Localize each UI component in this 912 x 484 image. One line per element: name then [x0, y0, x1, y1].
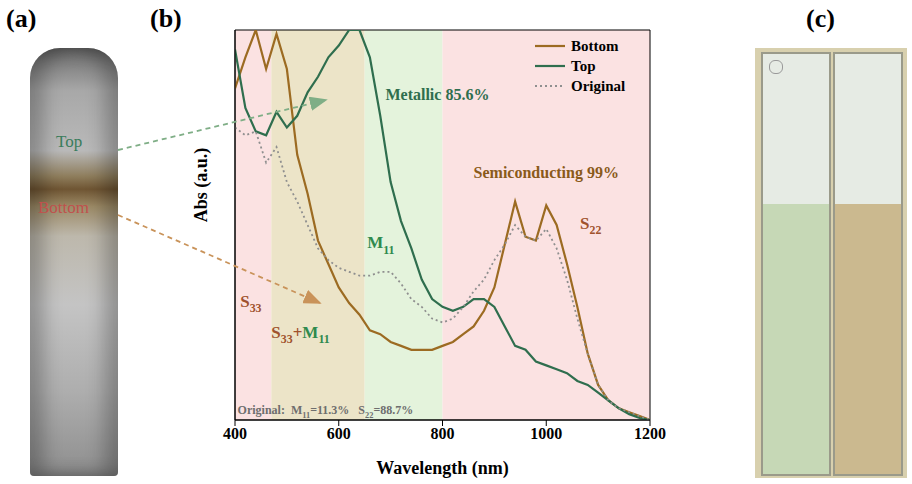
- svg-text:S33: S33: [240, 292, 261, 315]
- svg-text:Metallic 85.6%: Metallic 85.6%: [385, 86, 489, 103]
- html-text:Original: Original: [571, 77, 626, 94]
- html-text:Top: Top: [571, 57, 596, 74]
- svg-text:400: 400: [223, 425, 247, 442]
- html-text:(b): (b): [150, 4, 182, 33]
- svg-text:Wavelength (nm): Wavelength (nm): [376, 458, 509, 479]
- svg-text:M11: M11: [367, 233, 394, 256]
- svg-text:1200: 1200: [634, 425, 666, 442]
- html-text:(c): (c): [806, 4, 835, 33]
- svg-text:1000: 1000: [530, 425, 562, 442]
- html-text:Bottom: Bottom: [38, 198, 89, 217]
- html-text:(a): (a): [6, 4, 37, 33]
- svg-text:Original: M11=11.3% S22=88.: Original: M11=11.3% S22=88.7%: [238, 403, 414, 420]
- html-text:Top: Top: [56, 132, 83, 151]
- svg-text:600: 600: [327, 425, 351, 442]
- html-text:Bottom: Bottom: [571, 37, 619, 54]
- svg-text:S33+M11: S33+M11: [271, 323, 329, 346]
- svg-text:800: 800: [431, 425, 455, 442]
- svg-text:Semiconducting 99%: Semiconducting 99%: [474, 164, 619, 182]
- svg-text:Abs (a.u.): Abs (a.u.): [191, 148, 212, 223]
- svg-text:S22: S22: [580, 214, 601, 237]
